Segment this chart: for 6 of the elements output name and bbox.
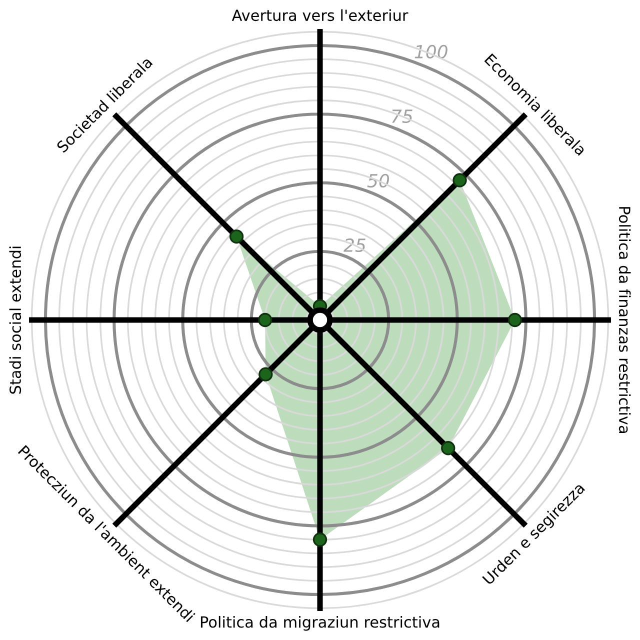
- spoke-label: Stadi social extendi: [9, 246, 22, 394]
- spoke-label: Politica da migraziun restrictiva: [200, 616, 440, 631]
- spoke-label: Avertura vers l'exteriur: [232, 9, 408, 22]
- spoke-label: Politica da finanzas restrictiva: [618, 207, 631, 433]
- y-tick-label: 75: [392, 110, 412, 124]
- y-tick-label: 25: [344, 238, 366, 252]
